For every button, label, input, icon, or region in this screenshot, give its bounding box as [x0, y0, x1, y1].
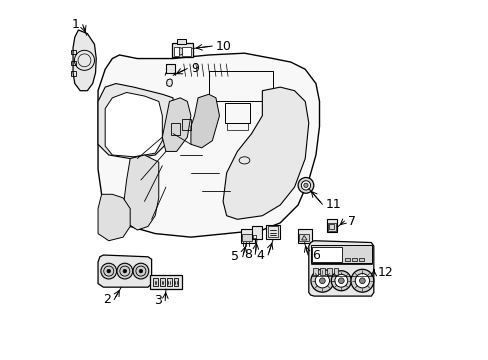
Circle shape — [354, 274, 369, 288]
Text: 4: 4 — [256, 248, 264, 261]
Bar — [251, 226, 262, 239]
Circle shape — [301, 181, 310, 190]
Bar — [242, 234, 251, 242]
Circle shape — [315, 274, 329, 288]
PathPatch shape — [308, 241, 373, 296]
PathPatch shape — [123, 155, 159, 230]
Bar — [171, 123, 180, 135]
Bar — [182, 119, 190, 130]
Text: 5: 5 — [231, 250, 239, 263]
Bar — [71, 50, 75, 54]
Bar — [160, 278, 164, 286]
Text: 1: 1 — [71, 18, 79, 31]
PathPatch shape — [98, 255, 151, 287]
Bar — [166, 278, 171, 286]
Circle shape — [331, 271, 350, 291]
Bar — [351, 257, 356, 261]
Circle shape — [303, 183, 307, 188]
Bar — [326, 219, 337, 232]
Text: 3: 3 — [153, 294, 162, 307]
Bar — [208, 71, 272, 102]
Circle shape — [334, 274, 347, 287]
Circle shape — [101, 263, 116, 279]
Text: 8: 8 — [243, 248, 251, 261]
Bar — [327, 223, 335, 231]
Text: 6: 6 — [311, 248, 319, 261]
Circle shape — [123, 269, 126, 273]
Bar — [333, 268, 338, 275]
Bar — [328, 224, 333, 229]
PathPatch shape — [162, 98, 190, 152]
Bar — [252, 235, 255, 238]
PathPatch shape — [98, 194, 130, 241]
Bar — [224, 103, 249, 123]
Circle shape — [107, 269, 110, 273]
Bar — [299, 234, 308, 242]
Circle shape — [117, 263, 132, 279]
Bar — [344, 257, 349, 261]
Bar — [173, 278, 178, 286]
Bar — [312, 247, 341, 262]
PathPatch shape — [73, 30, 96, 91]
Bar — [310, 246, 371, 263]
Text: 10: 10 — [216, 40, 231, 53]
PathPatch shape — [98, 53, 319, 237]
PathPatch shape — [190, 94, 219, 148]
PathPatch shape — [105, 93, 162, 157]
Text: 9: 9 — [190, 62, 199, 75]
Text: 2: 2 — [102, 293, 110, 306]
Text: 12: 12 — [377, 266, 392, 279]
Bar — [298, 229, 311, 243]
Circle shape — [319, 278, 325, 284]
Bar — [265, 225, 280, 239]
PathPatch shape — [166, 79, 172, 86]
Text: 7: 7 — [347, 215, 355, 228]
Bar — [320, 268, 324, 275]
Bar — [172, 43, 193, 58]
Bar — [326, 268, 331, 275]
Circle shape — [139, 269, 142, 273]
Text: 11: 11 — [325, 198, 341, 211]
PathPatch shape — [223, 87, 308, 219]
Circle shape — [133, 263, 148, 279]
Bar — [252, 235, 255, 238]
Circle shape — [176, 48, 183, 55]
Bar — [165, 64, 175, 73]
Bar — [226, 123, 247, 130]
Circle shape — [298, 177, 313, 193]
Circle shape — [338, 278, 344, 284]
Bar — [153, 278, 158, 286]
Bar — [252, 235, 255, 238]
Bar — [267, 226, 278, 237]
Bar — [313, 268, 317, 275]
Bar — [241, 229, 254, 243]
Circle shape — [350, 269, 373, 292]
Bar — [174, 47, 179, 56]
Bar — [71, 61, 75, 65]
Bar — [182, 47, 190, 56]
Bar — [358, 257, 363, 261]
PathPatch shape — [98, 84, 173, 158]
Circle shape — [359, 278, 365, 284]
Bar — [176, 39, 185, 44]
Circle shape — [310, 269, 333, 292]
Bar — [71, 71, 75, 76]
Bar — [149, 275, 182, 289]
